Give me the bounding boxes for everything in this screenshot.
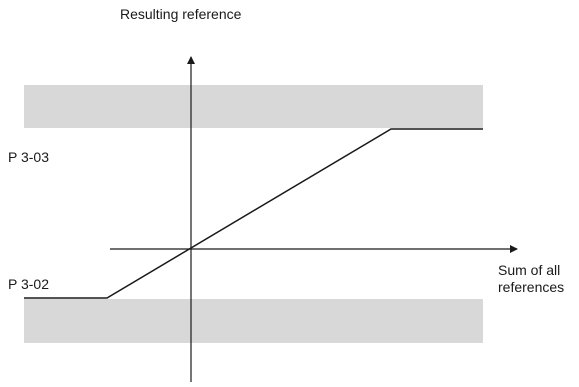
y-axis-label: Resulting reference <box>120 6 242 22</box>
upper-limit-band <box>24 85 483 128</box>
x-axis-label: Sum of all references <box>498 262 564 296</box>
lower-limit-band <box>24 299 483 343</box>
x-axis-label-line2: references <box>498 279 565 295</box>
upper-limit-label: P 3-03 <box>8 149 49 165</box>
x-axis-label-line1: Sum of all <box>498 262 561 278</box>
lower-limit-label: P 3-02 <box>8 276 49 292</box>
resulting-reference-curve <box>24 128 483 299</box>
